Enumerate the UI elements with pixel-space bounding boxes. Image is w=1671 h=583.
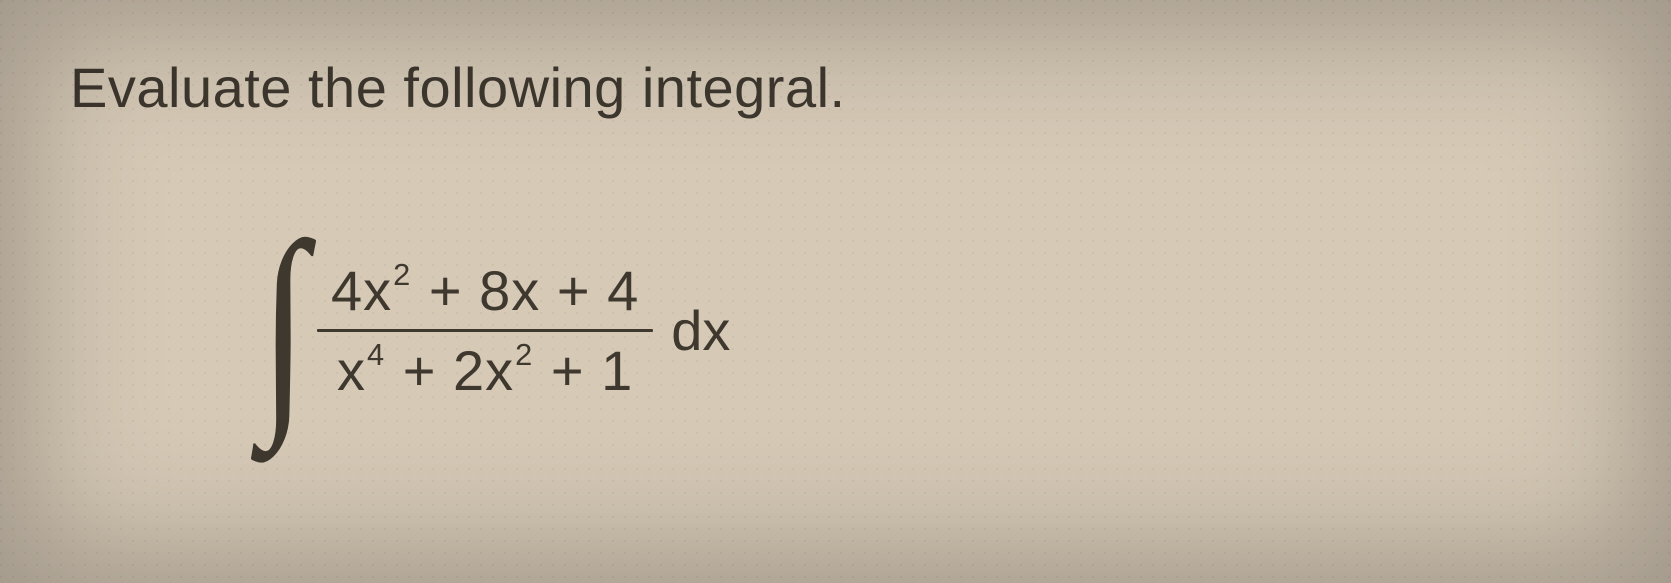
fraction-numerator: 4x2 + 8x + 4	[317, 252, 653, 329]
integral-sign: ∫	[260, 209, 307, 439]
fraction: 4x2 + 8x + 4 x4 + 2x2 + 1	[317, 252, 653, 409]
differential: dx	[671, 298, 730, 363]
problem-prompt: Evaluate the following integral.	[70, 55, 846, 120]
problem-content: Evaluate the following integral.	[70, 55, 846, 120]
fraction-denominator: x4 + 2x2 + 1	[323, 332, 647, 409]
integral-expression: ∫ 4x2 + 8x + 4 x4 + 2x2 + 1 dx	[260, 215, 730, 445]
